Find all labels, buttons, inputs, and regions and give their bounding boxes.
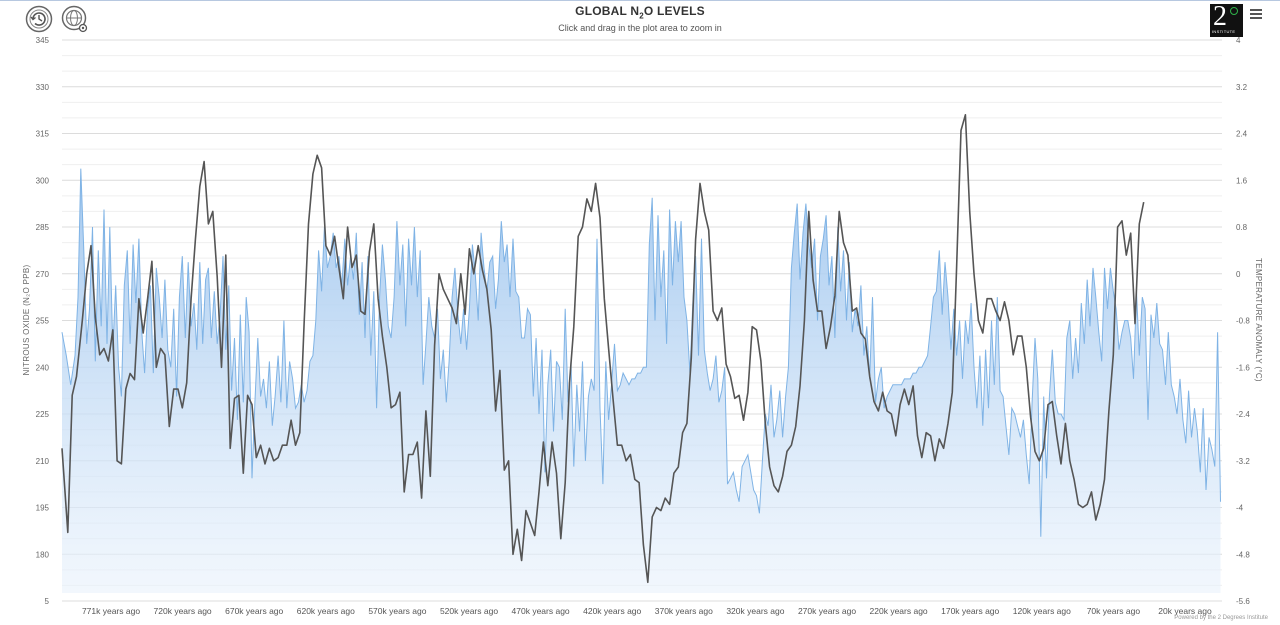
left-tick-label: 300 (36, 176, 50, 185)
right-axis-ticks: 4 3.2 2.4 1.6 0.8 0 -0.8 -1.6 -2.4 -3.2 -4 -4.8 -5.6 (1236, 36, 1250, 606)
right-tick-label: 1.6 (1236, 176, 1248, 185)
x-tick-label: 720k years ago (154, 606, 212, 616)
temperature-area (62, 168, 1221, 593)
credit-text: Powered by the 2 Degrees Institute (1174, 615, 1268, 621)
chart-subtitle: Click and drag in the plot area to zoom … (558, 23, 722, 34)
right-tick-label: 2.4 (1236, 130, 1248, 139)
left-axis-ticks: 345 330 315 300 285 270 255 240 225 210 195 180 5 (36, 36, 50, 606)
right-tick-label: 0 (1236, 270, 1241, 279)
left-tick-label: 240 (36, 363, 50, 372)
right-tick-label: 4 (1236, 36, 1241, 45)
x-tick-label: 420k years ago (583, 606, 641, 616)
x-tick-label: 620k years ago (297, 606, 355, 616)
chart-title: GLOBAL N2O LEVELS (575, 4, 705, 21)
left-tick-label: 210 (36, 457, 50, 466)
right-tick-label: 3.2 (1236, 83, 1248, 92)
temperature-series (61, 168, 1221, 593)
x-axis-ticks: 771k years ago 720k years ago 670k years a… (82, 606, 1212, 616)
left-tick-label: 285 (36, 223, 50, 232)
x-tick-label: 20k years ago (1158, 606, 1212, 616)
x-tick-label: 520k years ago (440, 606, 498, 616)
temperature-line (61, 168, 1221, 537)
two-degrees-institute-logo[interactable]: 2 INSTITUTE (1210, 2, 1243, 37)
left-tick-label: 270 (36, 270, 50, 279)
history-reset-icon[interactable] (24, 4, 54, 34)
x-tick-label: 771k years ago (82, 606, 140, 616)
right-tick-label: 0.8 (1236, 223, 1248, 232)
left-tick-label: 180 (36, 550, 50, 559)
x-tick-label: 70k years ago (1087, 606, 1141, 616)
right-tick-label: -5.6 (1236, 597, 1250, 606)
n2o-line (61, 114, 1145, 584)
x-tick-label: 670k years ago (225, 606, 283, 616)
left-tick-label: 225 (36, 410, 50, 419)
right-axis-title: TEMPERATURE ANOMALY (°C) (1254, 258, 1263, 382)
left-axis-title: NITROUS OXIDE (N₂O PPB) (22, 265, 31, 376)
right-tick-label: -0.8 (1236, 317, 1250, 326)
right-tick-label: -4 (1236, 504, 1244, 513)
hamburger-menu-icon[interactable] (1250, 9, 1262, 21)
left-tick-label: 195 (36, 504, 50, 513)
x-tick-label: 270k years ago (798, 606, 856, 616)
left-tick-label: 255 (36, 317, 50, 326)
left-tick-label: 315 (36, 130, 50, 139)
chart-header: GLOBAL N2O LEVELS Click and drag in the … (0, 4, 1280, 33)
x-tick-label: 120k years ago (1013, 606, 1071, 616)
x-tick-label: 220k years ago (870, 606, 928, 616)
top-border (0, 0, 1280, 1)
globe-settings-icon[interactable] (60, 4, 90, 34)
right-tick-label: -2.4 (1236, 410, 1250, 419)
left-tick-label: 345 (36, 36, 50, 45)
left-tick-label: 5 (45, 597, 50, 606)
x-tick-label: 170k years ago (941, 606, 999, 616)
left-tick-label: 330 (36, 83, 50, 92)
x-tick-label: 370k years ago (655, 606, 713, 616)
right-tick-label: -1.6 (1236, 363, 1250, 372)
x-tick-label: 570k years ago (368, 606, 426, 616)
right-tick-label: -3.2 (1236, 457, 1250, 466)
right-tick-label: -4.8 (1236, 550, 1250, 559)
x-tick-label: 470k years ago (512, 606, 570, 616)
x-tick-label: 320k years ago (726, 606, 784, 616)
n2o-series (61, 114, 1145, 584)
